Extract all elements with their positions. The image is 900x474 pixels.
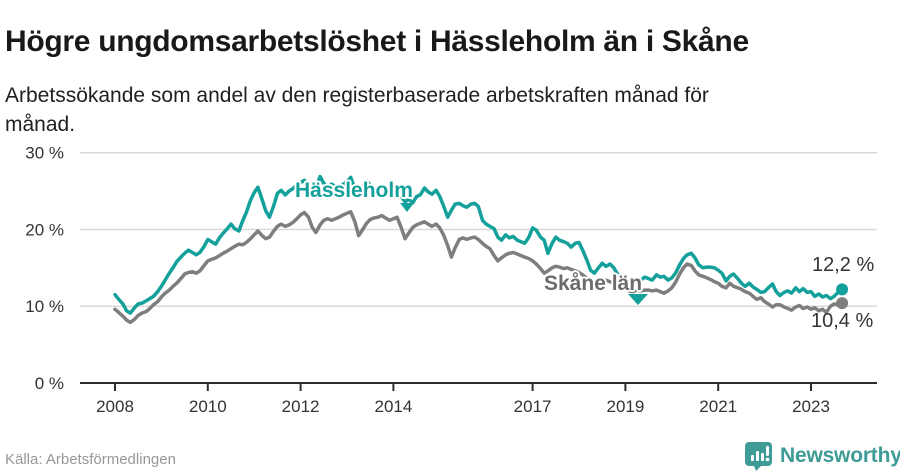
chart-subtitle: Arbetssökande som andel av den registerb… — [5, 84, 709, 136]
source-note: Källa: Arbetsförmedlingen — [5, 451, 176, 468]
series-line-h-ssleholm — [113, 174, 844, 315]
x-tick-label: 2023 — [792, 397, 830, 416]
y-tick-label: 10 % — [25, 297, 64, 316]
x-tick-label: 2021 — [699, 397, 737, 416]
x-tick-label: 2008 — [96, 397, 134, 416]
series-end-dot-sk-ne-l-n — [836, 297, 849, 310]
newsworthy-speech-bubble-bar-chart-icon — [745, 442, 772, 471]
series-label-hassleholm: Hässleholm — [295, 179, 413, 202]
y-tick-label: 20 % — [25, 220, 64, 239]
hassleholm-pointer-triangle-icon — [400, 203, 414, 212]
series-end-dot-h-ssleholm — [836, 283, 849, 296]
y-tick-label: 0 % — [35, 374, 64, 393]
x-tick-label: 2017 — [514, 397, 552, 416]
x-tick-label: 2019 — [606, 397, 644, 416]
skane-pointer-triangle-icon — [628, 294, 648, 305]
end-value-label-skane: 10,4 % — [811, 310, 874, 332]
newsworthy-logo: Newsworthy — [744, 441, 900, 471]
series-label-skane: Skåne län — [544, 272, 643, 295]
y-tick-label: 30 % — [25, 144, 64, 163]
end-value-label-hassleholm: 12,2 % — [812, 254, 875, 276]
x-tick-label: 2012 — [282, 397, 320, 416]
x-tick-label: 2014 — [374, 397, 412, 416]
chart-title: Högre ungdomsarbetslöshet i Hässleholm ä… — [5, 25, 749, 59]
x-tick-label: 2010 — [189, 397, 227, 416]
brand-name: Newsworthy — [780, 444, 900, 467]
series-line-sk-ne-l-n — [113, 210, 844, 325]
